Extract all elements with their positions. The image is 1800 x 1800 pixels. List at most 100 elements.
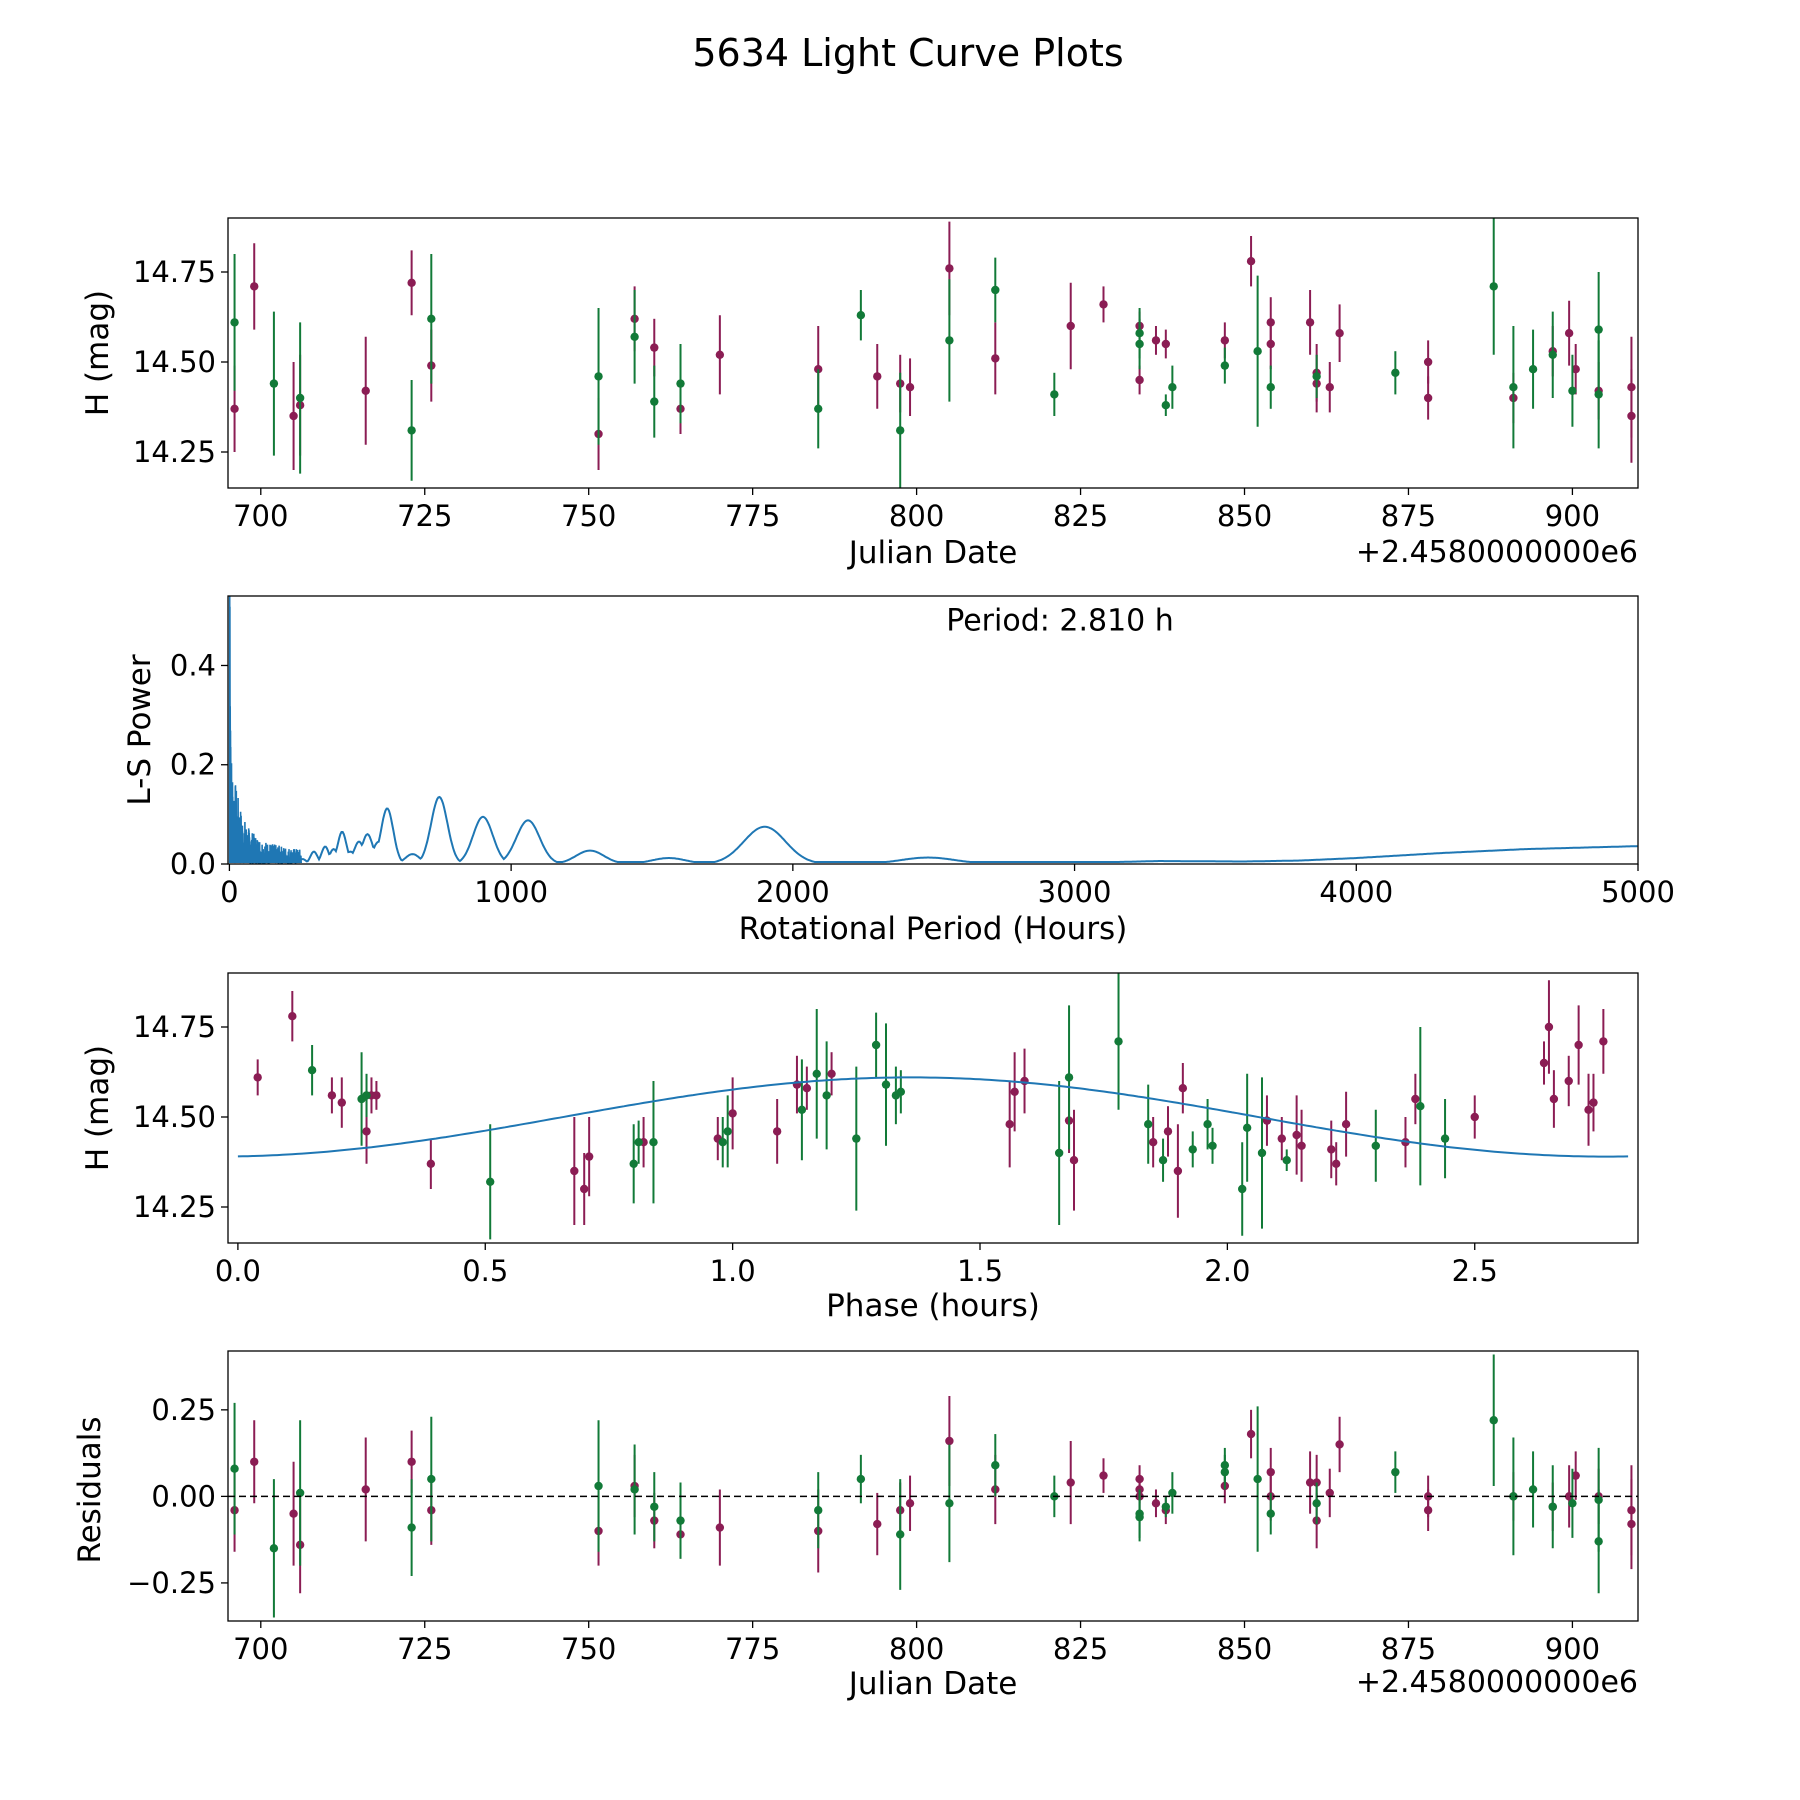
phased-point — [1173, 1166, 1183, 1176]
periodogram-x-tick-label: 3000 — [1038, 875, 1112, 909]
phased-point — [1242, 1123, 1252, 1133]
phased-point — [1574, 1040, 1583, 1050]
residuals-point — [1305, 1478, 1315, 1487]
lightcurve-point — [1528, 365, 1538, 374]
phased-point — [327, 1091, 337, 1100]
phased-point — [307, 1066, 317, 1075]
residuals-point — [991, 1461, 1000, 1470]
lightcurve-point — [1151, 336, 1161, 345]
periodogram-axes-frame — [227, 595, 1639, 865]
residuals-point — [1509, 1492, 1518, 1501]
residuals-point — [905, 1499, 915, 1508]
periodogram-x-tick-label: 4000 — [1319, 875, 1393, 909]
lightcurve-point — [1168, 383, 1177, 392]
lightcurve-point — [991, 354, 1000, 363]
phased-point — [1054, 1148, 1064, 1158]
phased-point — [1163, 1127, 1173, 1136]
lightcurve-point — [295, 393, 305, 403]
phased-x-tick-label: 0.0 — [215, 1254, 261, 1288]
periodogram-curve — [299, 795, 1638, 863]
residuals-point — [945, 1499, 954, 1508]
phased-point — [772, 1127, 782, 1136]
lightcurve-point — [650, 343, 659, 352]
residuals-point — [1246, 1429, 1256, 1439]
lightcurve-point — [1220, 361, 1230, 370]
lightcurve-point — [1135, 375, 1144, 385]
phased-point — [1544, 1022, 1554, 1032]
phased-point — [1411, 1094, 1420, 1104]
phased-point — [1292, 1130, 1301, 1140]
lightcurve-point — [594, 372, 603, 381]
residuals-point — [594, 1481, 603, 1491]
residuals-point — [1266, 1509, 1275, 1518]
residuals-point — [1568, 1499, 1577, 1508]
lightcurve-x-tick-label: 725 — [397, 499, 452, 533]
lightcurve-point — [230, 318, 239, 327]
phased-point — [629, 1159, 638, 1169]
phased-point — [649, 1138, 658, 1147]
phased-ticks: 0.0 0.5 1.0 1.5 2.0 2.5 14.25 14.50 14.75 — [133, 1010, 1498, 1288]
lightcurve-point — [1325, 383, 1334, 392]
residuals-point — [289, 1509, 298, 1518]
lightcurve-point — [1266, 339, 1275, 349]
residuals-point — [427, 1474, 436, 1484]
lightcurve-axes-frame — [227, 217, 1639, 489]
phased-point — [337, 1098, 346, 1107]
lightcurve-point — [945, 264, 954, 273]
residuals-x-offset: +2.4580000000e6 — [1356, 1665, 1638, 1700]
lightcurve-x-tick-label: 825 — [1053, 499, 1108, 533]
phased-point — [1064, 1073, 1074, 1082]
phased-point — [288, 1012, 297, 1021]
residuals-point — [814, 1506, 823, 1515]
phased-x-tick-label: 2.0 — [1204, 1254, 1250, 1288]
phased-point — [1203, 1120, 1212, 1129]
phased-point — [1416, 1102, 1425, 1111]
phased-point — [362, 1091, 371, 1100]
lightcurve-point — [361, 386, 370, 395]
phased-point — [1257, 1148, 1267, 1158]
phased-point — [634, 1138, 643, 1147]
residuals-point — [676, 1516, 685, 1525]
residuals-point — [1161, 1502, 1171, 1511]
phased-point — [1549, 1094, 1559, 1104]
phased-y-tick-label: 14.75 — [133, 1010, 216, 1044]
residuals-point — [269, 1544, 279, 1553]
lightcurve-y-tick-label: 14.75 — [133, 255, 216, 289]
phased-x-tick-label: 0.5 — [462, 1254, 508, 1288]
phased-point — [1238, 1184, 1247, 1194]
phased-point — [1599, 1037, 1608, 1046]
phased-ylabel: H (mag) — [80, 1045, 116, 1171]
lightcurve-point — [1312, 372, 1321, 381]
residuals-y-tick-label: 0.25 — [151, 1393, 216, 1427]
residuals-point — [945, 1436, 954, 1446]
residuals-point — [1168, 1488, 1177, 1498]
phased-point — [1282, 1156, 1291, 1165]
residuals-point — [361, 1485, 370, 1494]
residuals-x-tick-label: 875 — [1381, 1632, 1436, 1666]
lightcurve-point — [814, 404, 823, 413]
lightcurve-x-tick-label: 700 — [233, 499, 288, 533]
phased-point — [1114, 1037, 1123, 1046]
residuals-point — [1312, 1499, 1321, 1508]
residuals-point — [230, 1464, 239, 1473]
lightcurve-point — [1548, 350, 1557, 359]
residuals-x-tick-label: 750 — [561, 1632, 616, 1666]
residuals-point — [650, 1502, 659, 1511]
residuals-point — [1151, 1499, 1161, 1508]
residuals-point — [1066, 1478, 1075, 1487]
lightcurve-point — [407, 426, 416, 435]
lightcurve-point — [1571, 365, 1580, 374]
residuals-x-tick-label: 825 — [1053, 1632, 1108, 1666]
residuals-point — [1548, 1502, 1557, 1511]
phased-point — [426, 1159, 436, 1169]
residuals-y-tick-label: −0.25 — [127, 1566, 216, 1600]
periodogram-xlabel: Rotational Period (Hours) — [739, 911, 1128, 947]
phased-point — [1144, 1120, 1153, 1129]
phased-point — [1440, 1134, 1450, 1143]
phased-point — [802, 1084, 812, 1093]
phased-point — [1188, 1145, 1197, 1154]
residuals-x-tick-label: 775 — [725, 1632, 780, 1666]
residuals-point — [715, 1523, 725, 1532]
lightcurve-point — [1627, 383, 1636, 392]
lightcurve-point — [650, 397, 659, 406]
